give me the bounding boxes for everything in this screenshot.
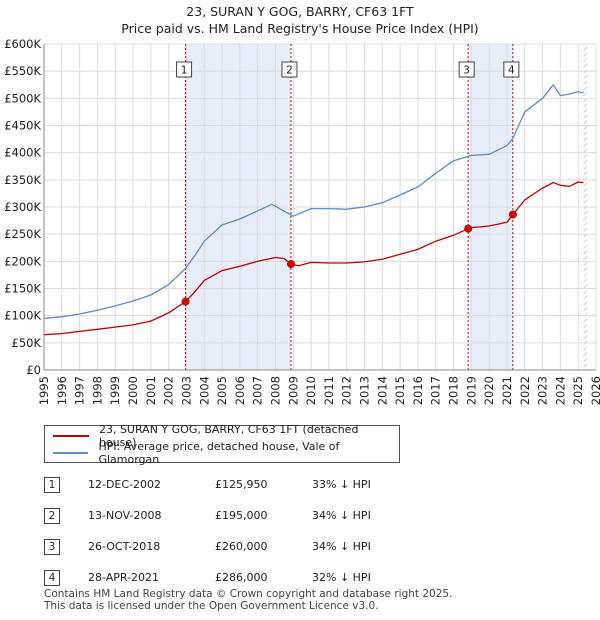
sale-point: [464, 224, 473, 233]
x-tick-label: 2010: [304, 376, 318, 405]
y-tick-label: £550K: [4, 64, 41, 78]
legend-label-hpi: HPI: Average price, detached house, Vale…: [98, 440, 340, 466]
y-tick-label: £600K: [4, 37, 41, 51]
sale-number-badge: 1: [44, 477, 60, 493]
footer: Contains HM Land Registry data © Crown c…: [44, 588, 452, 612]
x-tick-label: 2016: [411, 376, 425, 405]
sale-label: 4: [508, 65, 515, 77]
x-tick-label: 2015: [393, 376, 407, 405]
sale-label-box: [281, 61, 298, 78]
x-tick-label: 2023: [536, 376, 550, 405]
legend-item-property: 23, SURAN Y GOG, BARRY, CF63 1FT (detach…: [53, 423, 399, 449]
sale-price: £260,000: [215, 540, 268, 553]
legend-swatch-hpi: [53, 452, 89, 454]
sale-point: [508, 210, 517, 219]
series-line-property: [43, 181, 584, 336]
sale-number-badge: 3: [44, 539, 60, 555]
y-tick-label: £300K: [4, 200, 41, 214]
chart-title: 23, SURAN Y GOG, BARRY, CF63 1FT: [186, 4, 414, 19]
legend-swatch-property: [53, 435, 89, 437]
x-tick-label: 1999: [108, 376, 122, 405]
y-tick-label: £450K: [4, 119, 41, 133]
sale-price: £195,000: [215, 509, 268, 522]
sale-price: £125,950: [215, 478, 268, 491]
sale-label-box: [458, 61, 475, 78]
x-tick-label: 2005: [215, 376, 229, 405]
series-line-hpi: [43, 84, 584, 320]
x-tick-label: 2004: [197, 376, 211, 405]
legend-item-hpi: HPI: Average price, detached house, Vale…: [53, 440, 399, 466]
y-tick-label: £200K: [4, 254, 41, 268]
sale-date: 28-APR-2021: [88, 571, 160, 584]
legend: 23, SURAN Y GOG, BARRY, CF63 1FT (detach…: [44, 423, 400, 466]
sale-date: 13-NOV-2008: [88, 509, 162, 522]
x-tick-label: 2003: [179, 376, 193, 405]
sale-row: 3 26-OCT-2018 £260,000 34% ↓ HPI: [44, 536, 444, 558]
marker-layer: 1 2 3 4: [176, 61, 520, 306]
y-tick-label: £400K: [4, 146, 41, 160]
x-tick-label: 2012: [340, 376, 354, 405]
sale-hpi-diff: 34% ↓ HPI: [312, 540, 371, 553]
x-tick-label: 2008: [268, 376, 282, 405]
y-tick-label: £350K: [4, 173, 41, 187]
sale-point: [181, 297, 190, 306]
x-tick-label: 2024: [553, 376, 567, 405]
x-tick-label: 2014: [375, 376, 389, 405]
x-tick-label: 1996: [55, 376, 69, 405]
legend-label-property: 23, SURAN Y GOG, BARRY, CF63 1FT (detach…: [98, 423, 359, 449]
y-tick-label: £500K: [4, 91, 41, 105]
chart-subtitle: Price paid vs. HM Land Registry's House …: [121, 21, 479, 36]
footer-license: This data is licensed under the Open Gov…: [44, 600, 379, 612]
footer-copyright: Contains HM Land Registry data © Crown c…: [44, 588, 453, 600]
x-tick-label: 2013: [358, 376, 372, 405]
sale-label: 1: [181, 65, 188, 77]
series-layer: [43, 84, 584, 336]
sale-date: 12-DEC-2002: [88, 478, 162, 491]
sale-row: 1 12-DEC-2002 £125,950 33% ↓ HPI: [44, 474, 444, 496]
sale-label: 2: [286, 65, 293, 77]
y-tick-label: £150K: [4, 282, 41, 296]
y-tick-label: £250K: [4, 227, 41, 241]
sale-price: £286,000: [215, 571, 268, 584]
x-tick-label: 2020: [482, 376, 496, 405]
sale-hpi-diff: 34% ↓ HPI: [312, 509, 371, 522]
x-tick-label: 1995: [37, 376, 51, 405]
x-tick-label: 2025: [571, 376, 585, 405]
x-tick-label: 2019: [464, 376, 478, 405]
y-tick-label: £50K: [12, 336, 42, 350]
x-tick-label: 2011: [322, 376, 336, 405]
y-tick-label: £0: [26, 363, 41, 377]
x-tick-label: 2001: [144, 376, 158, 405]
chart-title-block: 23, SURAN Y GOG, BARRY, CF63 1FT Price p…: [0, 3, 600, 37]
axis-layer: £0 £50K £100K £150K £200K £250K £300K £350K £400…: [4, 37, 600, 405]
x-tick-label: 2026: [589, 376, 600, 405]
x-tick-label: 1997: [73, 376, 87, 405]
sale-hpi-diff: 33% ↓ HPI: [312, 478, 371, 491]
x-tick-label: 2009: [286, 376, 300, 405]
x-tick-label: 2002: [162, 376, 176, 405]
x-tick-label: 2018: [447, 376, 461, 405]
x-tick-label: 2000: [126, 376, 140, 405]
sale-number-badge: 4: [44, 570, 60, 586]
sale-point: [286, 260, 295, 269]
y-tick-label: £100K: [4, 309, 41, 323]
price-chart: 1 2 3 4 £0 £50K £100K £150K £200K £250K £300K £350…: [4, 37, 600, 405]
sale-date: 26-OCT-2018: [88, 540, 161, 553]
x-tick-label: 2022: [518, 376, 532, 405]
sale-hpi-diff: 32% ↓ HPI: [312, 571, 371, 584]
x-tick-label: 2021: [500, 376, 514, 405]
sale-label-box: [503, 61, 520, 78]
x-tick-label: 2007: [251, 376, 265, 405]
x-tick-label: 2006: [233, 376, 247, 405]
sale-label: 3: [463, 65, 470, 77]
sale-row: 4 28-APR-2021 £286,000 32% ↓ HPI: [44, 567, 444, 589]
x-tick-label: 1998: [90, 376, 104, 405]
sale-row: 2 13-NOV-2008 £195,000 34% ↓ HPI: [44, 505, 444, 527]
sale-number-badge: 2: [44, 508, 60, 524]
x-tick-label: 2017: [429, 376, 443, 405]
sale-label-box: [176, 61, 193, 78]
